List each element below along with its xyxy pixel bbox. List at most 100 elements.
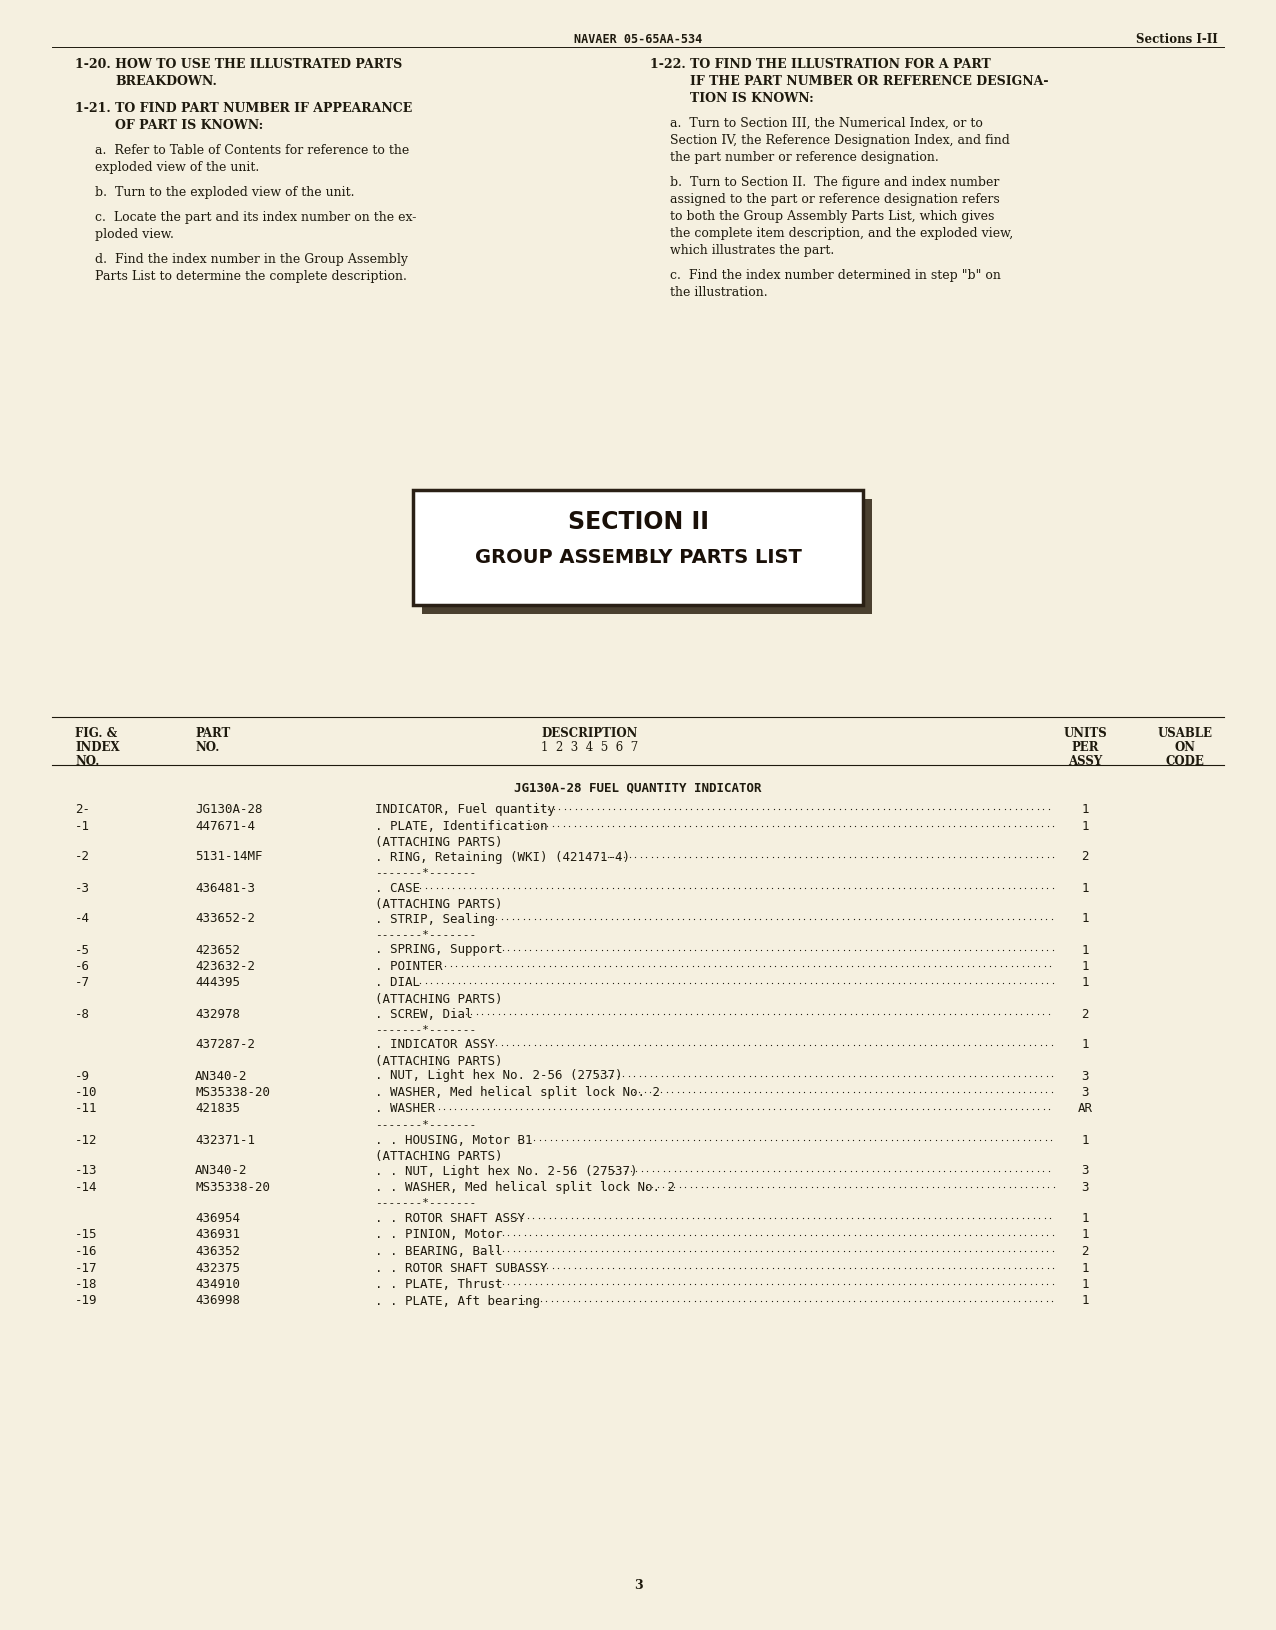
Text: PART: PART [195, 727, 230, 740]
Text: -8: -8 [75, 1007, 91, 1020]
Text: IF THE PART NUMBER OR REFERENCE DESIGNA-: IF THE PART NUMBER OR REFERENCE DESIGNA- [690, 75, 1049, 88]
Text: a.  Refer to Table of Contents for reference to the: a. Refer to Table of Contents for refere… [94, 143, 410, 156]
Text: 447671-4: 447671-4 [195, 820, 255, 833]
Text: -4: -4 [75, 913, 91, 926]
Text: b.  Turn to the exploded view of the unit.: b. Turn to the exploded view of the unit… [94, 186, 355, 199]
Text: (ATTACHING PARTS): (ATTACHING PARTS) [375, 898, 503, 911]
Text: AN340-2: AN340-2 [195, 1164, 248, 1177]
Text: -15: -15 [75, 1229, 97, 1242]
Text: . SPRING, Support: . SPRING, Support [375, 944, 503, 957]
Text: -6: -6 [75, 960, 91, 973]
Text: . WASHER, Med helical split lock No. 2: . WASHER, Med helical split lock No. 2 [375, 1086, 660, 1099]
Text: ploded view.: ploded view. [94, 228, 174, 241]
Text: TION IS KNOWN:: TION IS KNOWN: [690, 91, 814, 104]
Text: 3: 3 [634, 1579, 642, 1593]
Text: 3: 3 [1081, 1164, 1088, 1177]
Text: INDEX: INDEX [75, 742, 120, 755]
Text: 432375: 432375 [195, 1262, 240, 1275]
Text: . WASHER: . WASHER [375, 1102, 435, 1115]
Text: assigned to the part or reference designation refers: assigned to the part or reference design… [670, 192, 1000, 205]
Text: . . ROTOR SHAFT SUBASSY: . . ROTOR SHAFT SUBASSY [375, 1262, 547, 1275]
Text: -13: -13 [75, 1164, 97, 1177]
Text: 2: 2 [1081, 1007, 1088, 1020]
Text: -------*-------: -------*------- [375, 1120, 476, 1130]
Text: . . ROTOR SHAFT ASSY: . . ROTOR SHAFT ASSY [375, 1213, 524, 1226]
Text: CODE: CODE [1165, 755, 1205, 768]
Text: (ATTACHING PARTS): (ATTACHING PARTS) [375, 836, 503, 849]
Text: the complete item description, and the exploded view,: the complete item description, and the e… [670, 227, 1013, 240]
Text: 3: 3 [1081, 1182, 1088, 1195]
Text: BREAKDOWN.: BREAKDOWN. [115, 75, 217, 88]
Text: 1: 1 [1081, 960, 1088, 973]
Text: 1: 1 [1081, 820, 1088, 833]
Text: 1: 1 [1081, 804, 1088, 817]
Text: (ATTACHING PARTS): (ATTACHING PARTS) [375, 1055, 503, 1068]
Text: OF PART IS KNOWN:: OF PART IS KNOWN: [115, 119, 263, 132]
Text: . CASE: . CASE [375, 882, 420, 895]
Text: DESCRIPTION: DESCRIPTION [542, 727, 638, 740]
Text: b.  Turn to Section II.  The figure and index number: b. Turn to Section II. The figure and in… [670, 176, 999, 189]
Text: 2-: 2- [75, 804, 91, 817]
Text: . SCREW, Dial: . SCREW, Dial [375, 1007, 472, 1020]
Text: which illustrates the part.: which illustrates the part. [670, 244, 835, 258]
Text: -3: -3 [75, 882, 91, 895]
Text: -1: -1 [75, 820, 91, 833]
Text: JG130A-28: JG130A-28 [195, 804, 263, 817]
Text: . DIAL: . DIAL [375, 976, 420, 989]
Text: -------*-------: -------*------- [375, 1198, 476, 1208]
Text: -------*-------: -------*------- [375, 1024, 476, 1033]
Text: GROUP ASSEMBLY PARTS LIST: GROUP ASSEMBLY PARTS LIST [475, 548, 801, 567]
Text: -16: -16 [75, 1245, 97, 1258]
Text: . . HOUSING, Motor B1: . . HOUSING, Motor B1 [375, 1133, 532, 1146]
Text: 437287-2: 437287-2 [195, 1038, 255, 1051]
Text: 1: 1 [1081, 1262, 1088, 1275]
Text: JG130A-28 FUEL QUANTITY INDICATOR: JG130A-28 FUEL QUANTITY INDICATOR [514, 781, 762, 794]
Text: 1: 1 [1081, 1213, 1088, 1226]
Text: SECTION II: SECTION II [568, 510, 708, 535]
Text: 436954: 436954 [195, 1213, 240, 1226]
Text: 432371-1: 432371-1 [195, 1133, 255, 1146]
Text: -12: -12 [75, 1133, 97, 1146]
Text: -------*-------: -------*------- [375, 929, 476, 939]
Text: c.  Find the index number determined in step "b" on: c. Find the index number determined in s… [670, 269, 1000, 282]
Text: 1-21. TO FIND PART NUMBER IF APPEARANCE: 1-21. TO FIND PART NUMBER IF APPEARANCE [75, 103, 412, 116]
Text: 436998: 436998 [195, 1294, 240, 1307]
Text: 1: 1 [1081, 1294, 1088, 1307]
Text: -2: -2 [75, 851, 91, 864]
Text: 5131-14MF: 5131-14MF [195, 851, 263, 864]
Text: . . PLATE, Thrust: . . PLATE, Thrust [375, 1278, 503, 1291]
Text: . STRIP, Sealing: . STRIP, Sealing [375, 913, 495, 926]
Text: a.  Turn to Section III, the Numerical Index, or to: a. Turn to Section III, the Numerical In… [670, 117, 983, 130]
Bar [422, 499, 872, 615]
Text: exploded view of the unit.: exploded view of the unit. [94, 161, 259, 174]
Text: 444395: 444395 [195, 976, 240, 989]
Text: PER: PER [1072, 742, 1099, 755]
Text: -9: -9 [75, 1069, 91, 1082]
Text: 423652: 423652 [195, 944, 240, 957]
Bar [413, 491, 863, 605]
Text: 1  2  3  4  5  6  7: 1 2 3 4 5 6 7 [541, 742, 638, 755]
Text: 432978: 432978 [195, 1007, 240, 1020]
Text: to both the Group Assembly Parts List, which gives: to both the Group Assembly Parts List, w… [670, 210, 994, 223]
Text: . RING, Retaining (WKI) (421471-4): . RING, Retaining (WKI) (421471-4) [375, 851, 630, 864]
Text: . . WASHER, Med helical split lock No. 2: . . WASHER, Med helical split lock No. 2 [375, 1182, 675, 1195]
Text: FIG. &: FIG. & [75, 727, 117, 740]
Text: AR: AR [1077, 1102, 1092, 1115]
Text: -19: -19 [75, 1294, 97, 1307]
Text: 3: 3 [1081, 1069, 1088, 1082]
Text: c.  Locate the part and its index number on the ex-: c. Locate the part and its index number … [94, 210, 416, 223]
Text: 434910: 434910 [195, 1278, 240, 1291]
Text: -5: -5 [75, 944, 91, 957]
Text: 1: 1 [1081, 882, 1088, 895]
Text: NAVAER 05-65AA-534: NAVAER 05-65AA-534 [574, 33, 702, 46]
Text: 1-20. HOW TO USE THE ILLUSTRATED PARTS: 1-20. HOW TO USE THE ILLUSTRATED PARTS [75, 59, 402, 72]
Text: 1: 1 [1081, 913, 1088, 926]
Text: 2: 2 [1081, 1245, 1088, 1258]
Text: NO.: NO. [195, 742, 219, 755]
Text: -11: -11 [75, 1102, 97, 1115]
Text: . . NUT, Light hex No. 2-56 (27537): . . NUT, Light hex No. 2-56 (27537) [375, 1164, 638, 1177]
Text: MS35338-20: MS35338-20 [195, 1182, 271, 1195]
Text: the illustration.: the illustration. [670, 285, 768, 298]
Text: (ATTACHING PARTS): (ATTACHING PARTS) [375, 1151, 503, 1162]
Text: 436931: 436931 [195, 1229, 240, 1242]
